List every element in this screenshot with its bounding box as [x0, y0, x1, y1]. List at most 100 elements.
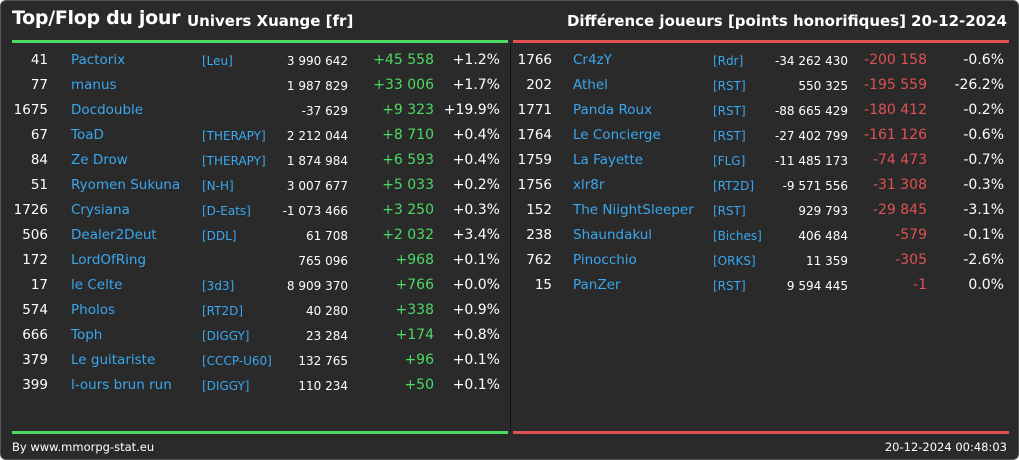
player-rank: 152 [526, 202, 552, 218]
percent-change: -0.1% [963, 227, 1004, 243]
player-rank: 1759 [517, 152, 552, 168]
player-name-link[interactable]: La Fayette [573, 152, 644, 168]
flop-footer-line [513, 431, 1009, 434]
player-name-link[interactable]: Cr4zY [573, 52, 612, 68]
table-row: 762 Pinocchio [ORKS] 11 359 -305 -2.6% [1, 248, 1018, 273]
table-row: 17 le Celte [3d3] 8 909 370 +766 +0.0% [1, 273, 510, 298]
alliance-tag-link[interactable]: [RST] [713, 279, 746, 293]
alliance-tag-link[interactable]: [Biches] [713, 229, 762, 243]
alliance-tag-link[interactable]: [FLG] [713, 154, 746, 168]
points-difference: +8 710 [382, 127, 434, 143]
alliance-tag-link[interactable]: [RST] [713, 79, 746, 93]
player-points: 3 990 642 [286, 54, 348, 68]
alliance-tag-link[interactable]: [RST] [713, 104, 746, 118]
alliance-tag-link[interactable]: [Leu] [202, 54, 233, 68]
points-difference: +3 250 [382, 202, 434, 218]
player-rank: 1675 [13, 102, 48, 118]
alliance-tag-link[interactable]: [N-H] [202, 179, 234, 193]
alliance-tag-link[interactable]: [DIGGY] [202, 379, 250, 393]
points-difference: +50 [404, 377, 434, 393]
player-name-link[interactable]: Pholos [71, 302, 116, 318]
player-rank: 1766 [517, 52, 552, 68]
player-points: -37 629 [301, 104, 348, 118]
table-row: 152 The NiightSleeper [RST] 929 793 -29 845 -… [1, 198, 1018, 223]
percent-change: +0.4% [452, 152, 500, 168]
alliance-tag-link[interactable]: [THERAPY] [202, 129, 266, 143]
percent-change: +19.9% [443, 102, 500, 118]
alliance-tag-link[interactable]: [RT2D] [713, 179, 755, 193]
player-rank: 172 [22, 252, 48, 268]
points-difference: -180 412 [864, 102, 927, 118]
table-row: 41 Pactorix [Leu] 3 990 642 +45 558 +1.2% [1, 48, 510, 73]
player-name-link[interactable]: l-ours brun run [71, 377, 172, 393]
player-name-link[interactable]: manus [71, 77, 117, 93]
source-credit: By www.mmorpg-stat.eu [12, 440, 155, 454]
player-rank: 51 [30, 177, 48, 193]
points-difference: +5 033 [382, 177, 434, 193]
alliance-tag-link[interactable]: [3d3] [202, 279, 235, 293]
player-points: 550 325 [798, 79, 848, 93]
table-row: 399 l-ours brun run [DIGGY] 110 234 +50 +0.1% [1, 373, 510, 398]
player-name-link[interactable]: Le Concierge [573, 127, 661, 143]
alliance-tag-link[interactable]: [CCCP-U60] [202, 354, 272, 368]
alliance-tag-link[interactable]: [DIGGY] [202, 329, 250, 343]
metric-label: Différence joueurs [points honorifiques] [566, 12, 906, 30]
alliance-tag-link[interactable]: [D-Eats] [202, 204, 251, 218]
player-name-link[interactable]: Athel [573, 77, 608, 93]
player-name-link[interactable]: Shaundakul [573, 227, 653, 243]
table-row: 1771 Panda Roux [RST] -88 665 429 -180 412 -0… [1, 98, 1018, 123]
player-name-link[interactable]: The NiightSleeper [573, 202, 694, 218]
player-name-link[interactable]: Toph [71, 327, 103, 343]
player-name-link[interactable]: Pactorix [71, 52, 126, 68]
points-difference: +45 558 [373, 52, 434, 68]
alliance-tag-link[interactable]: [DDL] [202, 229, 237, 243]
points-difference: +338 [395, 302, 434, 318]
percent-change: -3.1% [963, 202, 1004, 218]
player-points: 1 874 984 [286, 154, 348, 168]
player-name-link[interactable]: ToaD [71, 127, 104, 143]
percent-change: -0.3% [963, 177, 1004, 193]
player-points: 2 212 044 [286, 129, 348, 143]
table-row: 51 Ryomen Sukuna [N-H] 3 007 677 +5 033 +0.2% [1, 173, 510, 198]
alliance-tag-link[interactable]: [Rdr] [713, 54, 744, 68]
player-name-link[interactable]: LordOfRing [71, 252, 147, 268]
player-name-link[interactable]: Docdouble [71, 102, 144, 118]
player-name-link[interactable]: Ryomen Sukuna [71, 177, 181, 193]
player-points: 61 708 [306, 229, 348, 243]
table-row: 1756 xlr8r [RT2D] -9 571 556 -31 308 -0.3% [1, 173, 1018, 198]
alliance-tag-link[interactable]: [RT2D] [202, 304, 244, 318]
player-rank: 1764 [517, 127, 552, 143]
alliance-tag-link[interactable]: [RST] [713, 204, 746, 218]
player-name-link[interactable]: le Celte [71, 277, 123, 293]
alliance-tag-link[interactable]: [ORKS] [713, 254, 756, 268]
table-row: 1726 Crysiana [D-Eats] -1 073 466 +3 250 +0.3… [1, 198, 510, 223]
alliance-tag-link[interactable]: [RST] [713, 129, 746, 143]
player-name-link[interactable]: Le guitariste [71, 352, 156, 368]
table-row: 666 Toph [DIGGY] 23 284 +174 +0.8% [1, 323, 510, 348]
table-row: 574 Pholos [RT2D] 40 280 +338 +0.9% [1, 298, 510, 323]
player-name-link[interactable]: Crysiana [71, 202, 130, 218]
player-points: 40 280 [306, 304, 348, 318]
player-name-link[interactable]: Pinocchio [573, 252, 637, 268]
player-name-link[interactable]: Panda Roux [573, 102, 653, 118]
player-name-link[interactable]: PanZer [573, 277, 621, 293]
player-rank: 1771 [517, 102, 552, 118]
player-rank: 762 [526, 252, 552, 268]
player-name-link[interactable]: Dealer2Deut [71, 227, 157, 243]
generated-timestamp: 20-12-2024 00:48:03 [884, 440, 1007, 454]
points-difference: +2 032 [382, 227, 434, 243]
top-header-line [12, 40, 508, 43]
player-name-link[interactable]: xlr8r [573, 177, 605, 193]
points-difference: -31 308 [872, 177, 927, 193]
percent-change: +0.8% [452, 327, 500, 343]
points-difference: -161 126 [864, 127, 927, 143]
page-title: Top/Flop du jour [12, 7, 181, 29]
table-row: 77 manus 1 987 829 +33 006 +1.7% [1, 73, 510, 98]
player-name-link[interactable]: Ze Drow [71, 152, 128, 168]
player-points: 929 793 [798, 204, 848, 218]
percent-change: +0.0% [452, 277, 500, 293]
alliance-tag-link[interactable]: [THERAPY] [202, 154, 266, 168]
player-points: -88 665 429 [774, 104, 848, 118]
points-difference: +96 [404, 352, 434, 368]
